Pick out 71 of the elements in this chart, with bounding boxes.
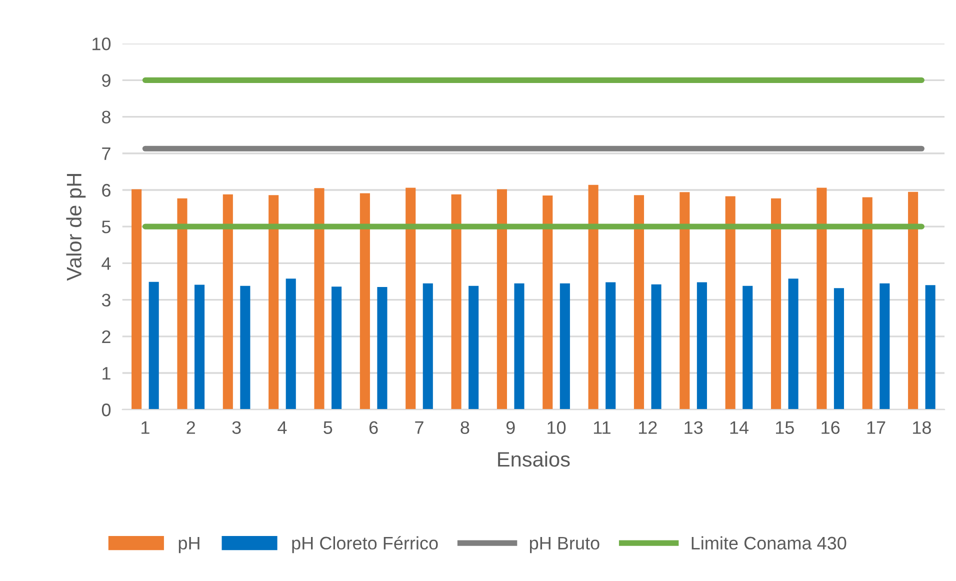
y-tick-label: 9 — [102, 74, 110, 87]
x-tick-label: 3 — [232, 421, 241, 434]
x-tick-label: 4 — [278, 421, 287, 434]
bar — [406, 188, 416, 410]
bar — [651, 284, 662, 410]
bar — [222, 194, 233, 410]
bar — [177, 198, 188, 410]
bar — [834, 288, 844, 410]
x-tick-label: 7 — [415, 421, 424, 434]
bar — [451, 194, 462, 410]
bar — [788, 278, 798, 410]
bar — [148, 282, 159, 410]
x-tick-label: 2 — [186, 421, 195, 434]
bar — [514, 283, 524, 410]
bar — [588, 184, 598, 410]
x-tick-label: 18 — [913, 421, 931, 434]
bar — [332, 286, 342, 410]
bar — [286, 278, 296, 410]
bar — [770, 198, 782, 410]
bar — [696, 282, 707, 410]
y-tick-label: 3 — [102, 294, 110, 307]
bar — [908, 192, 918, 410]
bar — [422, 283, 433, 410]
bar — [560, 283, 570, 410]
y-tick-label: 7 — [102, 148, 110, 160]
x-tick-label: 16 — [822, 421, 840, 434]
bar — [360, 193, 370, 410]
bar — [194, 284, 205, 410]
bar — [816, 188, 827, 410]
bar — [680, 192, 690, 410]
x-tick-label: 12 — [638, 421, 657, 434]
y-axis-title: Valor de pH — [66, 174, 86, 281]
legend-label: pH — [178, 536, 200, 554]
y-tick-label: 0 — [102, 404, 111, 416]
x-tick-label: 6 — [369, 421, 378, 434]
y-tick-label: 5 — [102, 220, 110, 234]
bar — [725, 196, 736, 410]
x-tick-label: 11 — [594, 421, 610, 434]
y-tick-label: 10 — [92, 38, 111, 50]
bar — [496, 189, 507, 410]
bar — [862, 197, 872, 410]
y-tick-label: 6 — [102, 184, 110, 197]
bar — [606, 282, 616, 410]
x-axis-title: Ensaios — [498, 451, 570, 467]
x-tick-label: 14 — [730, 421, 748, 434]
x-tick-label: 9 — [506, 421, 515, 434]
x-tick-label: 8 — [460, 421, 470, 434]
bar — [132, 189, 142, 410]
bar — [542, 195, 553, 410]
x-tick-label: 13 — [684, 421, 703, 434]
bar — [880, 283, 890, 410]
legend-label: Limite Conama 430 — [692, 536, 846, 550]
y-tick-label: 8 — [102, 110, 110, 124]
legend-label: pH Bruto — [530, 536, 600, 554]
x-tick-label: 15 — [776, 421, 794, 434]
x-tick-label: 17 — [867, 421, 886, 434]
bar — [742, 286, 753, 410]
bar — [634, 195, 644, 410]
y-tick-label: 4 — [102, 257, 111, 270]
bar — [468, 286, 479, 410]
y-tick-label: 1 — [102, 367, 110, 380]
bar — [377, 286, 388, 410]
bar — [925, 285, 936, 410]
bar — [268, 195, 279, 410]
y-tick-label: 2 — [102, 330, 110, 343]
legend-label: pH Cloreto Férrico — [292, 536, 438, 554]
bar — [240, 286, 250, 410]
bar — [314, 188, 324, 410]
x-tick-label: 10 — [548, 421, 566, 434]
x-tick-label: 1 — [142, 421, 150, 434]
x-tick-label: 5 — [324, 421, 332, 434]
